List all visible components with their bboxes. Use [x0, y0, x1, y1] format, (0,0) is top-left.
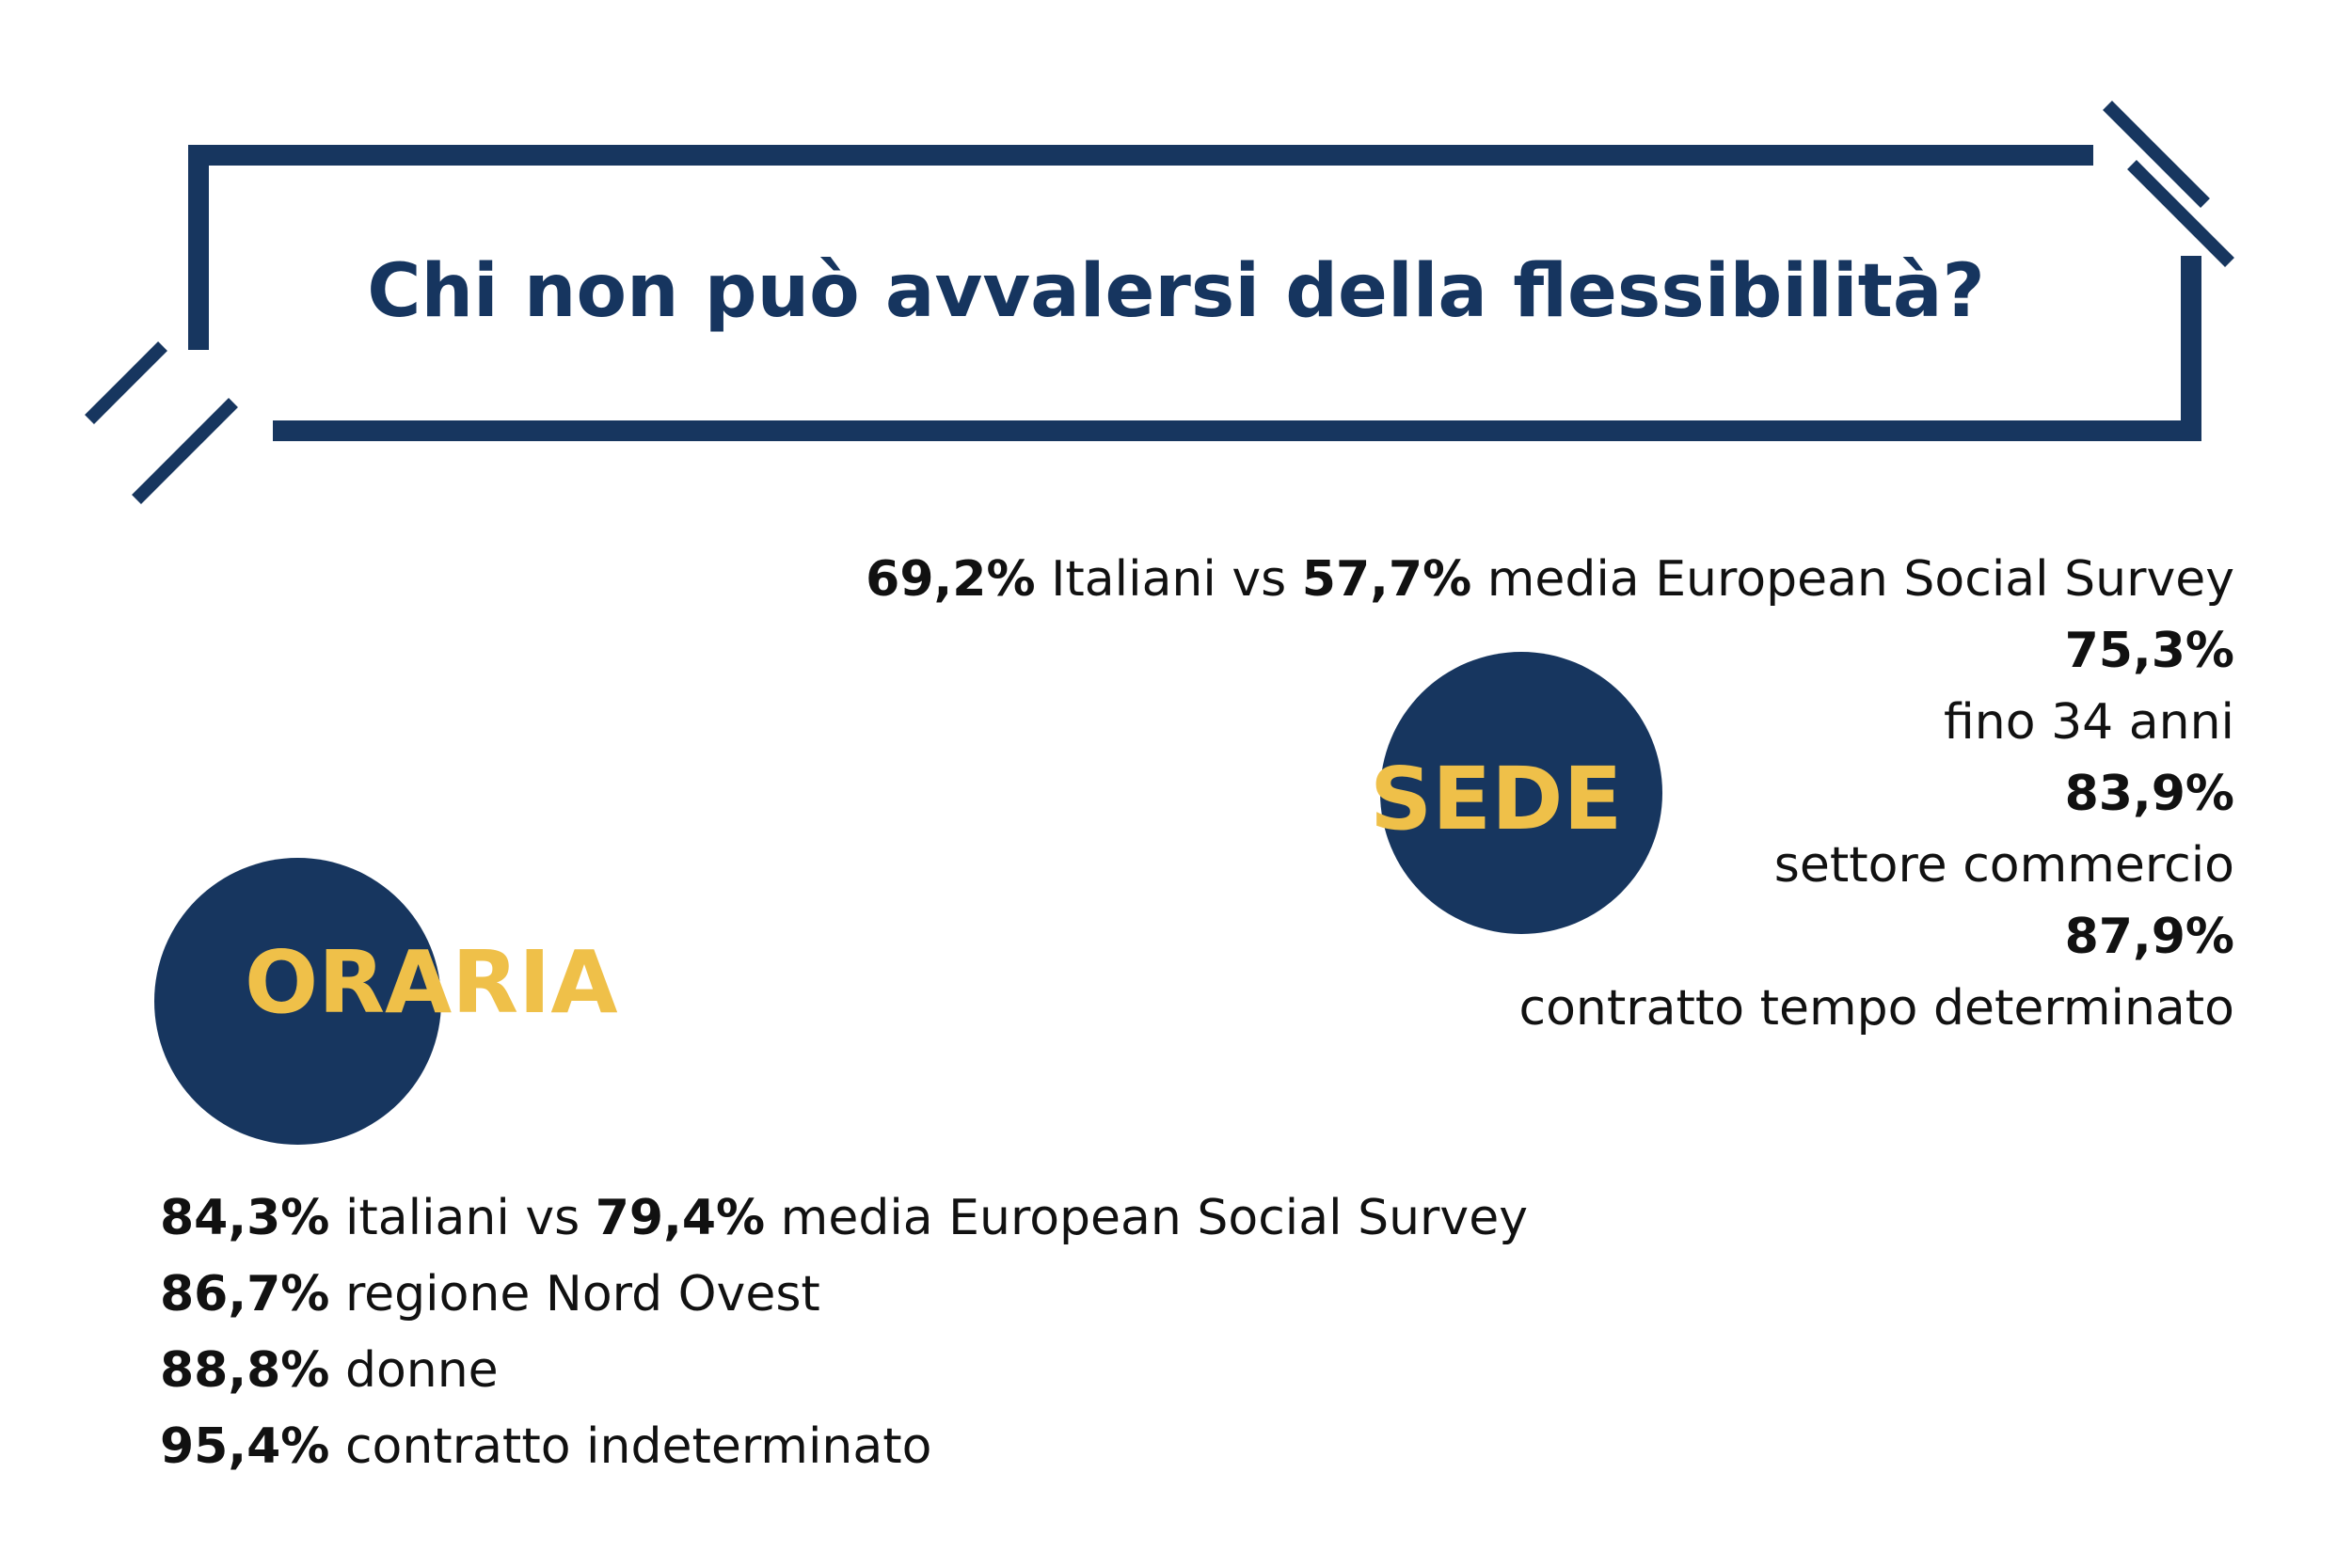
- sede-stats: 69,2% Italiani vs 57,7% media European S…: [866, 544, 2234, 1044]
- page-title: Chi non può avvalersi della flessibilità…: [367, 249, 1985, 334]
- oraria-stats: 84,3% italiani vs 79,4% media European S…: [160, 1180, 1528, 1485]
- sede-text-ess: media European Social Survey: [1486, 551, 2234, 608]
- sede-stat-value: 87,9%: [2064, 909, 2234, 965]
- oraria-stat-value: 86,7%: [160, 1266, 330, 1323]
- oraria-stat-label: contratto indeterminato: [344, 1418, 932, 1475]
- oraria-text-ess: media European Social Survey: [780, 1190, 1528, 1246]
- sede-circle: [1380, 652, 1662, 934]
- sede-value-ess: 57,7%: [1301, 551, 1472, 608]
- oraria-label: ORARIA: [245, 932, 618, 1033]
- frame-slash-tr-2: [2127, 160, 2234, 267]
- oraria-value-ess: 79,4%: [595, 1190, 766, 1246]
- sede-stat-label: settore commercio: [1773, 837, 2234, 894]
- frame-slash-bl-1: [85, 341, 167, 424]
- oraria-stat-line: 86,7% regione Nord Ovest: [160, 1257, 1528, 1333]
- oraria-stat-line: 88,8% donne: [160, 1333, 1528, 1409]
- sede-text-italians: Italiani vs: [1051, 551, 1287, 608]
- sede-stat-value: 75,3%: [2064, 623, 2234, 679]
- frame-slash-tr-1: [2103, 101, 2210, 208]
- oraria-text-italians: italiani vs: [344, 1190, 580, 1246]
- frame-slash-bl-2: [132, 398, 238, 504]
- oraria-stat-line: 95,4% contratto indeterminato: [160, 1409, 1528, 1485]
- sede-stat-label: contratto tempo determinato: [1518, 980, 2234, 1037]
- oraria-stat-value: 88,8%: [160, 1342, 330, 1399]
- oraria-comparison-line: 84,3% italiani vs 79,4% media European S…: [160, 1180, 1528, 1257]
- oraria-circle: [154, 858, 441, 1145]
- oraria-stat-value: 95,4%: [160, 1418, 330, 1475]
- oraria-stat-label: regione Nord Ovest: [344, 1266, 820, 1323]
- sede-stat-value: 83,9%: [2064, 766, 2234, 822]
- oraria-stat-label: donne: [344, 1342, 499, 1399]
- sede-comparison-line: 69,2% Italiani vs 57,7% media European S…: [866, 544, 2234, 615]
- sede-stat-label: fino 34 anni: [1944, 694, 2234, 751]
- sede-value-italians: 69,2%: [866, 551, 1036, 608]
- sede-label: SEDE: [1370, 749, 1623, 849]
- oraria-value-italians: 84,3%: [160, 1190, 330, 1246]
